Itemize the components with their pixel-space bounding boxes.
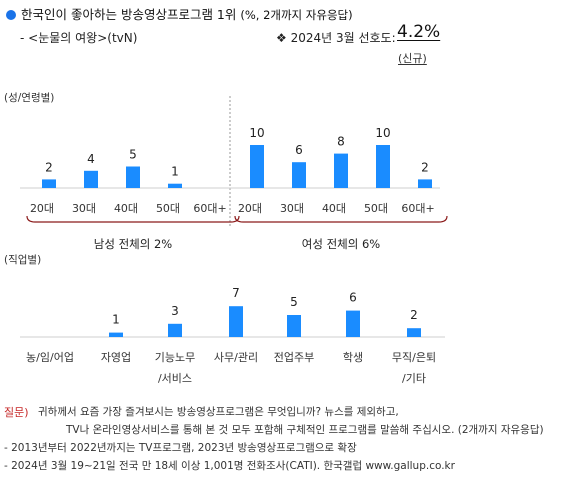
tick-label: 40대 xyxy=(322,202,346,215)
bar xyxy=(109,332,123,337)
question-label: 질문) xyxy=(4,406,29,419)
tick-label-line: 사무/관리 xyxy=(214,351,258,364)
data-label: 10 xyxy=(375,126,390,140)
bar xyxy=(346,310,360,337)
data-label: 7 xyxy=(232,286,240,300)
program-name: - <눈물의 여왕>(tvN) xyxy=(20,31,138,45)
tick-label: 사무/관리 xyxy=(214,351,258,364)
section-title-occupation: (직업별) xyxy=(4,253,41,266)
group-label: 여성 전체의 6% xyxy=(302,237,381,251)
bar xyxy=(407,328,421,337)
tick-label: 40대 xyxy=(114,202,138,215)
group-bracket xyxy=(26,215,240,223)
tick-label: 학생 xyxy=(343,351,363,364)
tick-label: 20대 xyxy=(238,202,262,215)
tick-label: 자영업 xyxy=(101,351,131,364)
bar xyxy=(287,315,301,337)
bar xyxy=(376,145,390,188)
question-text-line2: TV나 온라인영상서비스를 통해 본 것 모두 포함해 구체적인 프로그램를 말… xyxy=(66,424,544,436)
data-label: 4 xyxy=(87,152,95,166)
data-label: 5 xyxy=(290,295,298,309)
bar xyxy=(42,179,56,188)
chart-title: 한국인이 좋아하는 방송영상프로그램 1위 (%, 2개까지 자유응답) xyxy=(6,4,353,23)
data-label: 1 xyxy=(112,313,120,327)
rating-value: 4.2% xyxy=(397,22,441,42)
data-label: 6 xyxy=(349,291,357,305)
bar xyxy=(84,170,98,188)
tick-label-line: 자영업 xyxy=(101,351,131,364)
bar xyxy=(229,306,243,337)
tick-label: 무직/은퇴/기타 xyxy=(392,351,436,385)
data-label: 10 xyxy=(249,126,264,140)
new-badge: (신규) xyxy=(398,52,427,65)
tick-label: 20대 xyxy=(30,202,54,215)
tick-label: 50대 xyxy=(156,202,180,215)
bar xyxy=(126,166,140,188)
data-label: 2 xyxy=(421,160,429,174)
bullet-icon xyxy=(6,10,16,20)
data-label: 3 xyxy=(171,304,179,318)
tick-label-line: /기타 xyxy=(402,372,426,385)
title-text: 한국인이 좋아하는 방송영상프로그램 1위 xyxy=(21,7,237,22)
tick-label-line: 기능노무 xyxy=(155,351,195,364)
data-label: 8 xyxy=(337,135,345,149)
rating-label: ❖ 2024년 3월 선호도: xyxy=(276,31,396,45)
tick-label: 30대 xyxy=(72,202,96,215)
footnote-1: - 2013년부터 2022년까지는 TV프로그램, 2023년 방송영상프로그… xyxy=(4,442,357,454)
bar xyxy=(418,179,432,188)
tick-label-line: 농/임/어업 xyxy=(26,351,74,364)
data-label: 2 xyxy=(45,160,53,174)
data-label: 6 xyxy=(295,143,303,157)
question-text-line1: 귀하께서 요즘 가장 즐겨보시는 방송영상프로그램은 무엇입니까? 뉴스를 제외… xyxy=(38,406,399,418)
tick-label: 농/임/어업 xyxy=(26,351,74,364)
group-label: 남성 전체의 2% xyxy=(94,237,173,251)
tick-label: 기능노무/서비스 xyxy=(155,351,195,385)
data-label: 1 xyxy=(171,165,179,179)
tick-label: 50대 xyxy=(364,202,388,215)
bar xyxy=(168,323,182,337)
tick-label: 60대+ xyxy=(401,202,434,215)
group-bracket xyxy=(234,215,448,223)
tick-label-line: 학생 xyxy=(343,351,363,364)
bar xyxy=(168,183,182,188)
bar xyxy=(292,162,306,188)
footnote-2: - 2024년 3월 19~21일 전국 만 18세 이상 1,001명 전화조… xyxy=(4,460,455,472)
tick-label-line: 무직/은퇴 xyxy=(392,351,436,364)
tick-label: 전업주부 xyxy=(274,351,314,364)
section-title-gender-age: (성/연령별) xyxy=(4,92,54,104)
data-label: 2 xyxy=(410,308,418,322)
tick-label: 30대 xyxy=(280,202,304,215)
tick-label-line: 전업주부 xyxy=(274,351,314,364)
title-subtitle: (%, 2개까지 자유응답) xyxy=(240,8,353,22)
data-label: 5 xyxy=(129,148,137,162)
bar xyxy=(334,153,348,188)
bar xyxy=(250,145,264,188)
tick-label-line: /서비스 xyxy=(158,372,192,385)
tick-label: 60대+ xyxy=(193,202,226,215)
